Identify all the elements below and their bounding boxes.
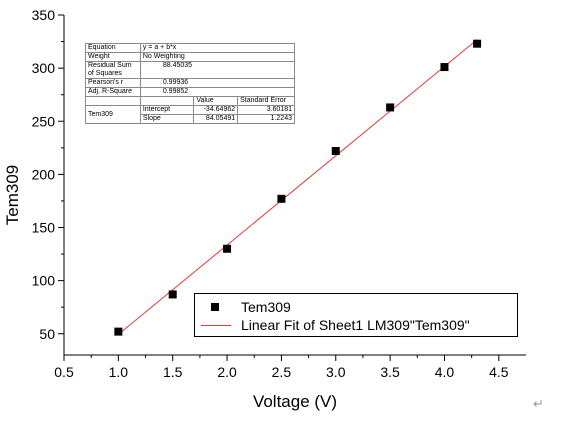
- pearson-value: 0.99936: [139, 78, 296, 88]
- row-name: Tem309: [85, 105, 141, 124]
- y-tick-label: 250: [32, 113, 56, 129]
- fit-results-table: Equation y = a + b*x Weight No Weighting…: [85, 43, 296, 124]
- intercept-label: Intercept: [139, 105, 195, 115]
- data-point: [223, 244, 232, 253]
- blank-cell: [139, 96, 195, 106]
- equation-label: Equation: [85, 43, 141, 53]
- slope-err: 1.2243: [237, 114, 295, 124]
- fit-line-group: [118, 39, 478, 335]
- pearson-label: Pearson's r: [85, 78, 141, 88]
- adjr2-label: Adj. R-Square: [85, 87, 141, 97]
- x-tick-label: 2.5: [272, 364, 292, 380]
- data-point: [114, 327, 123, 336]
- rss-value: 88.45035: [139, 61, 296, 79]
- x-tick-label: 3.0: [326, 364, 346, 380]
- data-point: [168, 290, 177, 299]
- adjr2-value: 0.99852: [139, 87, 296, 97]
- line-sample-icon: [201, 325, 231, 326]
- data-point: [277, 194, 286, 203]
- legend-entry-fit: Linear Fit of Sheet1 LM309"Tem309": [195, 317, 517, 335]
- value-header: Value: [193, 96, 239, 106]
- y-tick-label: 300: [32, 60, 56, 76]
- intercept-err: 3.60181: [237, 105, 295, 115]
- y-axis-label: Tem309: [3, 165, 22, 225]
- square-marker-icon: [211, 303, 219, 311]
- legend-entry-data: Tem309: [195, 299, 517, 317]
- y-tick-label: 200: [32, 166, 56, 182]
- weight-label: Weight: [85, 52, 141, 62]
- axes: 0.5 1.0 1.5 2.0 2.5 3.0 3.5 4.0 4.5 50 100 150 200 25…: [32, 7, 526, 380]
- legend-label-fit: Linear Fit of Sheet1 LM309"Tem309": [241, 317, 470, 333]
- y-tick-label: 350: [32, 7, 56, 23]
- slope-label: Slope: [139, 114, 195, 124]
- y-tick-label: 150: [32, 220, 56, 236]
- rss-label: Residual Sum of Squares: [85, 61, 141, 79]
- weight-value: No Weighting: [139, 52, 296, 62]
- data-point: [386, 103, 395, 112]
- return-arrow-icon: ↵: [533, 397, 544, 412]
- x-tick-label: 1.5: [163, 364, 183, 380]
- x-tick-label: 4.5: [489, 364, 509, 380]
- x-axis-label: Voltage (V): [253, 392, 337, 411]
- legend-label-data: Tem309: [241, 299, 291, 315]
- stderr-header: Standard Error: [237, 96, 295, 106]
- data-point: [473, 39, 482, 48]
- x-tick-label: 4.0: [435, 364, 455, 380]
- y-tick-label: 50: [39, 326, 55, 342]
- x-tick-label: 3.5: [380, 364, 400, 380]
- y-tick-label: 100: [32, 273, 56, 289]
- data-point: [440, 63, 449, 72]
- data-point: [331, 147, 340, 155]
- x-tick-label: 2.0: [217, 364, 237, 380]
- intercept-value: -34.64962: [193, 105, 239, 115]
- data-points: [114, 39, 482, 336]
- equation-value: y = a + b*x: [139, 43, 296, 53]
- fit-line: [118, 39, 478, 335]
- slope-value: 84.05491: [193, 114, 239, 124]
- legend: Tem309 Linear Fit of Sheet1 LM309"Tem309…: [194, 293, 518, 337]
- x-tick-label: 0.5: [54, 364, 74, 380]
- blank-cell: [85, 96, 141, 106]
- x-tick-label: 1.0: [109, 364, 129, 380]
